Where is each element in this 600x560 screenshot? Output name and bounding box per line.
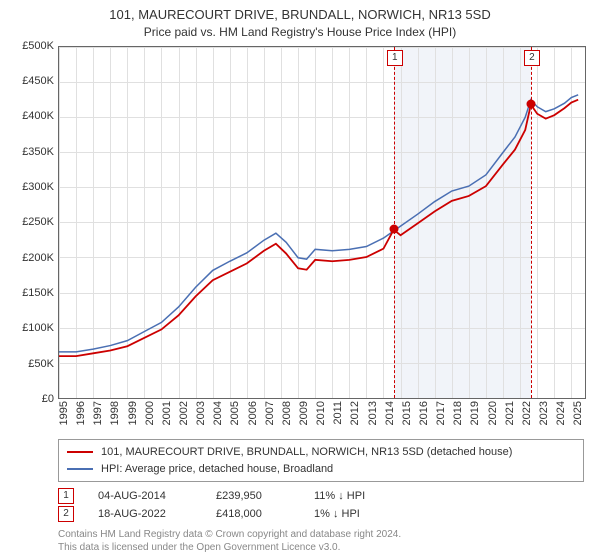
x-tick-label: 2016 — [418, 401, 430, 425]
sale-index-badge: 1 — [58, 488, 74, 504]
chart-area: £0 £50K £100K £150K £200K £250K £300K £350K £400… — [10, 46, 590, 433]
legend-item: HPI: Average price, detached house, Broa… — [67, 461, 575, 478]
y-tick-label: £50K — [28, 358, 54, 370]
sale-marker-dot — [526, 100, 535, 109]
plot-area: 12 — [58, 46, 586, 399]
x-tick-label: 2025 — [572, 401, 584, 425]
title-block: 101, MAURECOURT DRIVE, BRUNDALL, NORWICH… — [10, 6, 590, 40]
chart-container: 101, MAURECOURT DRIVE, BRUNDALL, NORWICH… — [0, 0, 600, 560]
sale-marker-line — [394, 47, 395, 398]
sale-index-badge: 2 — [58, 506, 74, 522]
line-series-svg — [59, 47, 585, 398]
x-tick-label: 1996 — [75, 401, 87, 425]
y-tick-label: £100K — [22, 322, 54, 334]
legend-swatch — [67, 468, 93, 470]
x-tick-label: 2020 — [487, 401, 499, 425]
x-tick-label: 2004 — [212, 401, 224, 425]
sale-marker-badge: 1 — [387, 50, 403, 66]
legend-swatch — [67, 451, 93, 453]
x-tick-label: 2023 — [538, 401, 550, 425]
sale-delta: 11% ↓ HPI — [314, 490, 414, 502]
x-tick-label: 2001 — [161, 401, 173, 425]
x-tick-label: 2003 — [195, 401, 207, 425]
y-tick-label: £200K — [22, 252, 54, 264]
legend-label: 101, MAURECOURT DRIVE, BRUNDALL, NORWICH… — [101, 444, 512, 461]
x-tick-label: 1998 — [109, 401, 121, 425]
footnote-line: This data is licensed under the Open Gov… — [58, 541, 584, 554]
x-tick-label: 1997 — [92, 401, 104, 425]
x-tick-label: 2011 — [332, 401, 344, 425]
x-tick-label: 2019 — [469, 401, 481, 425]
x-tick-label: 2015 — [401, 401, 413, 425]
y-tick-label: £450K — [22, 75, 54, 87]
x-axis-labels: 1995 1996 1997 1998 1999 2000 2001 2002 2003 2004… — [58, 399, 586, 433]
footnote: Contains HM Land Registry data © Crown c… — [58, 528, 584, 554]
sale-price: £239,950 — [216, 490, 296, 502]
x-tick-label: 2007 — [264, 401, 276, 425]
sales-table: 1 04-AUG-2014 £239,950 11% ↓ HPI 2 18-AUG-202… — [58, 488, 584, 524]
chart-title: 101, MAURECOURT DRIVE, BRUNDALL, NORWICH… — [10, 6, 590, 24]
series-line-hpi — [59, 95, 578, 352]
x-tick-label: 2010 — [315, 401, 327, 425]
y-tick-label: £300K — [22, 181, 54, 193]
sale-price: £418,000 — [216, 508, 296, 520]
series-line-property — [59, 99, 578, 355]
sale-marker-dot — [389, 225, 398, 234]
x-tick-label: 2012 — [349, 401, 361, 425]
sale-date: 18-AUG-2022 — [98, 508, 198, 520]
x-tick-label: 2024 — [555, 401, 567, 425]
x-tick-label: 2018 — [452, 401, 464, 425]
chart-subtitle: Price paid vs. HM Land Registry's House … — [10, 24, 590, 40]
y-tick-label: £400K — [22, 110, 54, 122]
x-tick-label: 2008 — [281, 401, 293, 425]
footnote-line: Contains HM Land Registry data © Crown c… — [58, 528, 584, 541]
legend-item: 101, MAURECOURT DRIVE, BRUNDALL, NORWICH… — [67, 444, 575, 461]
sale-delta: 1% ↓ HPI — [314, 508, 414, 520]
sale-marker-badge: 2 — [524, 50, 540, 66]
sale-date: 04-AUG-2014 — [98, 490, 198, 502]
x-tick-label: 2014 — [384, 401, 396, 425]
x-tick-label: 1999 — [127, 401, 139, 425]
x-tick-label: 2002 — [178, 401, 190, 425]
x-tick-label: 2009 — [298, 401, 310, 425]
y-axis-labels: £0£50K£100K£150K£200K£250K£300K£350K£400… — [10, 46, 56, 399]
sale-row: 2 18-AUG-2022 £418,000 1% ↓ HPI — [58, 506, 584, 522]
x-tick-label: 2005 — [229, 401, 241, 425]
x-tick-label: 2022 — [521, 401, 533, 425]
x-tick-label: 2017 — [435, 401, 447, 425]
y-tick-label: £350K — [22, 146, 54, 158]
x-tick-label: 2006 — [247, 401, 259, 425]
x-tick-label: 2021 — [504, 401, 516, 425]
y-tick-label: £150K — [22, 287, 54, 299]
sale-row: 1 04-AUG-2014 £239,950 11% ↓ HPI — [58, 488, 584, 504]
legend-box: 101, MAURECOURT DRIVE, BRUNDALL, NORWICH… — [58, 439, 584, 482]
x-tick-label: 1995 — [58, 401, 70, 425]
y-tick-label: £500K — [22, 40, 54, 52]
y-tick-label: £250K — [22, 216, 54, 228]
legend-label: HPI: Average price, detached house, Broa… — [101, 461, 333, 478]
x-tick-label: 2013 — [367, 401, 379, 425]
y-tick-label: £0 — [42, 393, 54, 405]
x-tick-label: 2000 — [144, 401, 156, 425]
